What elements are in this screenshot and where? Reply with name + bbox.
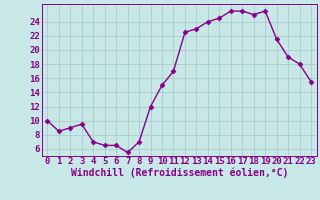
X-axis label: Windchill (Refroidissement éolien,°C): Windchill (Refroidissement éolien,°C) [70, 168, 288, 178]
